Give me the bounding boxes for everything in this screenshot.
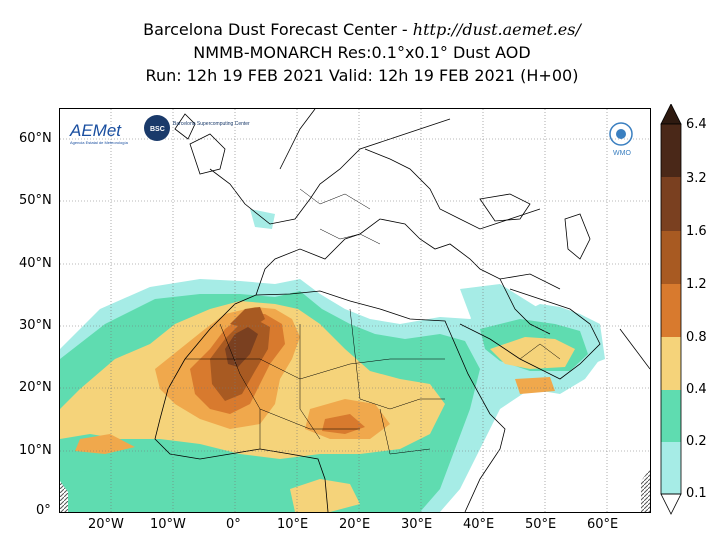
map-canvas: AEMet Agencia Estatal de Meteorología BS…	[60, 109, 650, 512]
title-line-2: NMMB-MONARCH Res:0.1°x0.1° Dust AOD	[193, 43, 531, 62]
country-borders	[185, 188, 561, 455]
bsc-logo-name: Barcelona Supercomputing Center	[173, 121, 250, 127]
colorbar-segment	[661, 231, 681, 284]
lat-label: 30°N	[19, 318, 52, 333]
colorbar-segment	[661, 390, 681, 442]
title-line-3: Run: 12h 19 FEB 2021 Valid: 12h 19 FEB 2…	[145, 66, 579, 85]
aemet-logo: AEMet Agencia Estatal de Meteorología	[69, 121, 129, 145]
aemet-logo-text: AEMet	[69, 121, 122, 140]
lat-label: 0°	[36, 503, 51, 518]
colorbar-segment	[661, 177, 681, 231]
colorbar-extend-max	[660, 104, 682, 125]
colorbar-label: 0.8	[686, 330, 707, 345]
colorbar-label: 3.2	[686, 171, 707, 186]
title-line-1: Barcelona Dust Forecast Center - http://…	[0, 18, 724, 41]
colorbar-label: 1.6	[686, 224, 707, 239]
colorbar	[660, 104, 682, 515]
lon-label: 10°W	[150, 517, 186, 532]
lon-label: 40°E	[463, 517, 495, 532]
lat-label: 20°N	[19, 380, 52, 395]
lon-label: 20°W	[88, 517, 124, 532]
lat-label: 10°N	[19, 443, 52, 458]
colorbar-segment	[661, 124, 681, 177]
title-prefix: Barcelona Dust Forecast Center -	[143, 20, 413, 39]
title-url: http://dust.aemet.es/	[412, 20, 581, 39]
colorbar-label: 1.2	[686, 277, 707, 292]
lon-label: 50°E	[525, 517, 557, 532]
wmo-logo: WMO	[609, 122, 633, 157]
lon-label: 20°E	[339, 517, 371, 532]
lon-label: 30°E	[401, 517, 433, 532]
dust-aod-map: AEMet Agencia Estatal de Meteorología BS…	[59, 108, 651, 513]
colorbar-label: 0.2	[686, 434, 707, 449]
coastlines	[154, 109, 650, 512]
lat-label: 60°N	[19, 131, 52, 146]
colorbar-label: 0.1	[686, 486, 707, 501]
colorbar-segment	[661, 337, 681, 390]
missing-data-left	[60, 481, 68, 512]
lon-label: 0°	[226, 517, 241, 532]
aemet-logo-subtitle: Agencia Estatal de Meteorología	[70, 140, 129, 145]
colorbar-segment	[661, 284, 681, 337]
bsc-logo-text: BSC	[150, 126, 165, 133]
colorbar-segment	[661, 442, 681, 494]
lat-label: 40°N	[19, 256, 52, 271]
bsc-logo: BSC Barcelona Supercomputing Center	[144, 115, 250, 141]
dust-field	[60, 209, 605, 512]
gridlines	[60, 109, 650, 512]
lon-label: 10°E	[277, 517, 309, 532]
missing-data-right	[641, 469, 650, 512]
wmo-logo-text: WMO	[613, 150, 631, 157]
lon-label: 60°E	[587, 517, 619, 532]
title-block: Barcelona Dust Forecast Center - http://…	[0, 18, 724, 87]
colorbar-extend-min	[660, 493, 682, 515]
colorbar-label: 0.4	[686, 382, 707, 397]
lat-label: 50°N	[19, 193, 52, 208]
colorbar-label: 6.4	[686, 117, 707, 132]
